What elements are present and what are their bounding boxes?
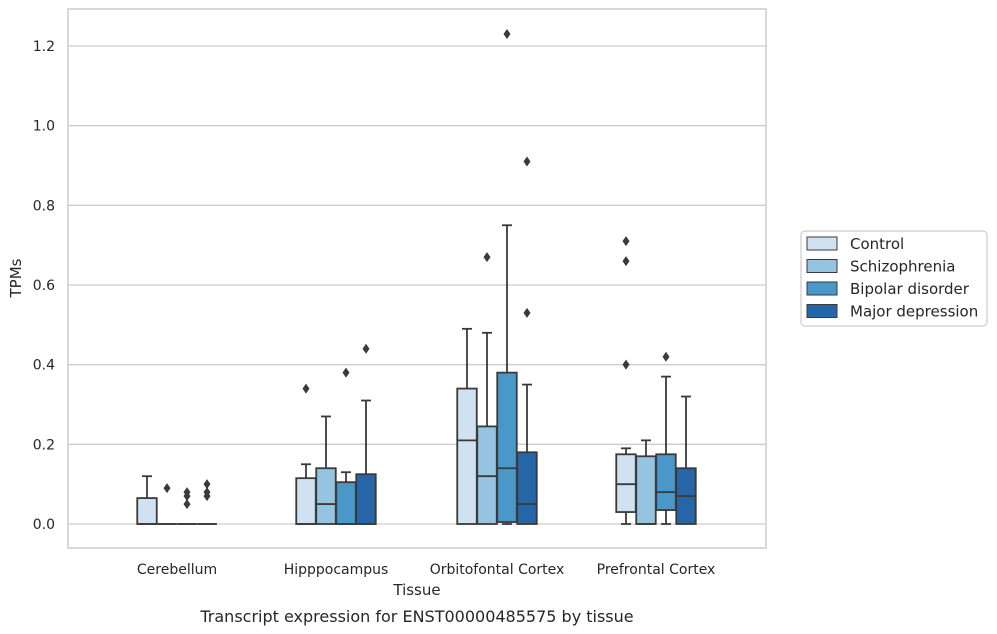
legend-label: Control bbox=[850, 235, 904, 253]
legend-label: Bipolar disorder bbox=[850, 280, 970, 298]
y-tick-label: 0.6 bbox=[33, 278, 55, 294]
outlier-point bbox=[163, 483, 171, 494]
legend-swatch bbox=[806, 304, 838, 318]
outlier-point bbox=[483, 252, 491, 263]
box-body bbox=[615, 453, 637, 513]
box-body bbox=[516, 451, 538, 525]
outlier-point bbox=[622, 359, 630, 370]
x-tick-label: Prefrontal Cortex bbox=[597, 562, 716, 578]
box-body bbox=[476, 425, 498, 525]
box-0-3 bbox=[197, 479, 217, 525]
x-tick-label: Orbitofontal Cortex bbox=[430, 562, 565, 578]
figure-caption: Transcript expression for ENST0000048557… bbox=[199, 607, 633, 626]
box-0-1 bbox=[157, 483, 177, 525]
x-axis-label: Tissue bbox=[392, 581, 440, 599]
gridlines bbox=[68, 45, 766, 525]
outlier-point bbox=[362, 343, 370, 354]
box-body bbox=[655, 453, 677, 511]
y-axis-label: TPMs bbox=[7, 258, 25, 298]
y-tick-label: 0.2 bbox=[33, 437, 55, 453]
box-0-0 bbox=[136, 475, 158, 525]
box-3-1 bbox=[635, 439, 657, 525]
legend-swatch bbox=[806, 281, 838, 296]
outlier-point bbox=[183, 499, 191, 510]
legend-label: Major depression bbox=[850, 303, 978, 321]
box-3-0 bbox=[615, 236, 637, 525]
y-tick-label: 0.4 bbox=[33, 358, 55, 374]
outlier-point bbox=[183, 487, 191, 498]
y-tick-label: 0.8 bbox=[33, 198, 55, 214]
legend-swatch bbox=[806, 259, 838, 273]
box-1-0 bbox=[295, 383, 317, 525]
box-3-2 bbox=[655, 351, 677, 525]
plot-frame bbox=[67, 8, 767, 549]
box-1-3 bbox=[355, 343, 377, 525]
box-body bbox=[456, 387, 478, 525]
legend: Control Schizophrenia Bipolar disorder Majo… bbox=[800, 230, 988, 327]
outlier-point bbox=[622, 256, 630, 267]
outlier-point bbox=[622, 236, 630, 247]
outlier-point bbox=[203, 479, 211, 490]
outlier-point bbox=[662, 351, 670, 362]
y-tick-label: 1.0 bbox=[33, 119, 55, 135]
outlier-point bbox=[342, 367, 350, 378]
y-tick-label: 1.2 bbox=[33, 39, 55, 55]
box-body bbox=[496, 371, 518, 523]
box-body bbox=[295, 477, 317, 525]
y-tick-labels: 0.0 0.2 0.4 0.6 0.8 1.0 1.2 bbox=[33, 39, 55, 533]
x-tick-label: Cerebellum bbox=[137, 562, 217, 578]
box-body bbox=[635, 455, 657, 525]
legend-label: Schizophrenia bbox=[850, 258, 955, 276]
box-2-2 bbox=[496, 29, 518, 525]
box-2-3 bbox=[516, 156, 538, 525]
outlier-point bbox=[523, 307, 531, 318]
box-0-2 bbox=[177, 487, 197, 525]
x-tick-labels: Cerebellum Hipppocampus Orbitofontal Corte… bbox=[137, 562, 715, 578]
box-1-2 bbox=[335, 367, 357, 525]
box-body bbox=[355, 473, 377, 525]
box-3-3 bbox=[675, 395, 697, 525]
outlier-point bbox=[302, 383, 310, 394]
outlier-point bbox=[523, 156, 531, 167]
legend-swatch bbox=[806, 236, 838, 251]
box-2-1 bbox=[476, 252, 498, 525]
box-2-0 bbox=[456, 327, 478, 525]
outlier-point bbox=[203, 487, 211, 498]
box-body bbox=[335, 481, 357, 525]
legend-frame bbox=[800, 230, 988, 327]
box-1-1 bbox=[315, 415, 337, 525]
box-body bbox=[315, 467, 337, 525]
box-body bbox=[136, 497, 158, 525]
x-tick-label: Hipppocampus bbox=[284, 562, 389, 578]
y-tick-label: 0.0 bbox=[33, 517, 55, 533]
outlier-point bbox=[503, 29, 511, 40]
boxes bbox=[136, 29, 697, 525]
